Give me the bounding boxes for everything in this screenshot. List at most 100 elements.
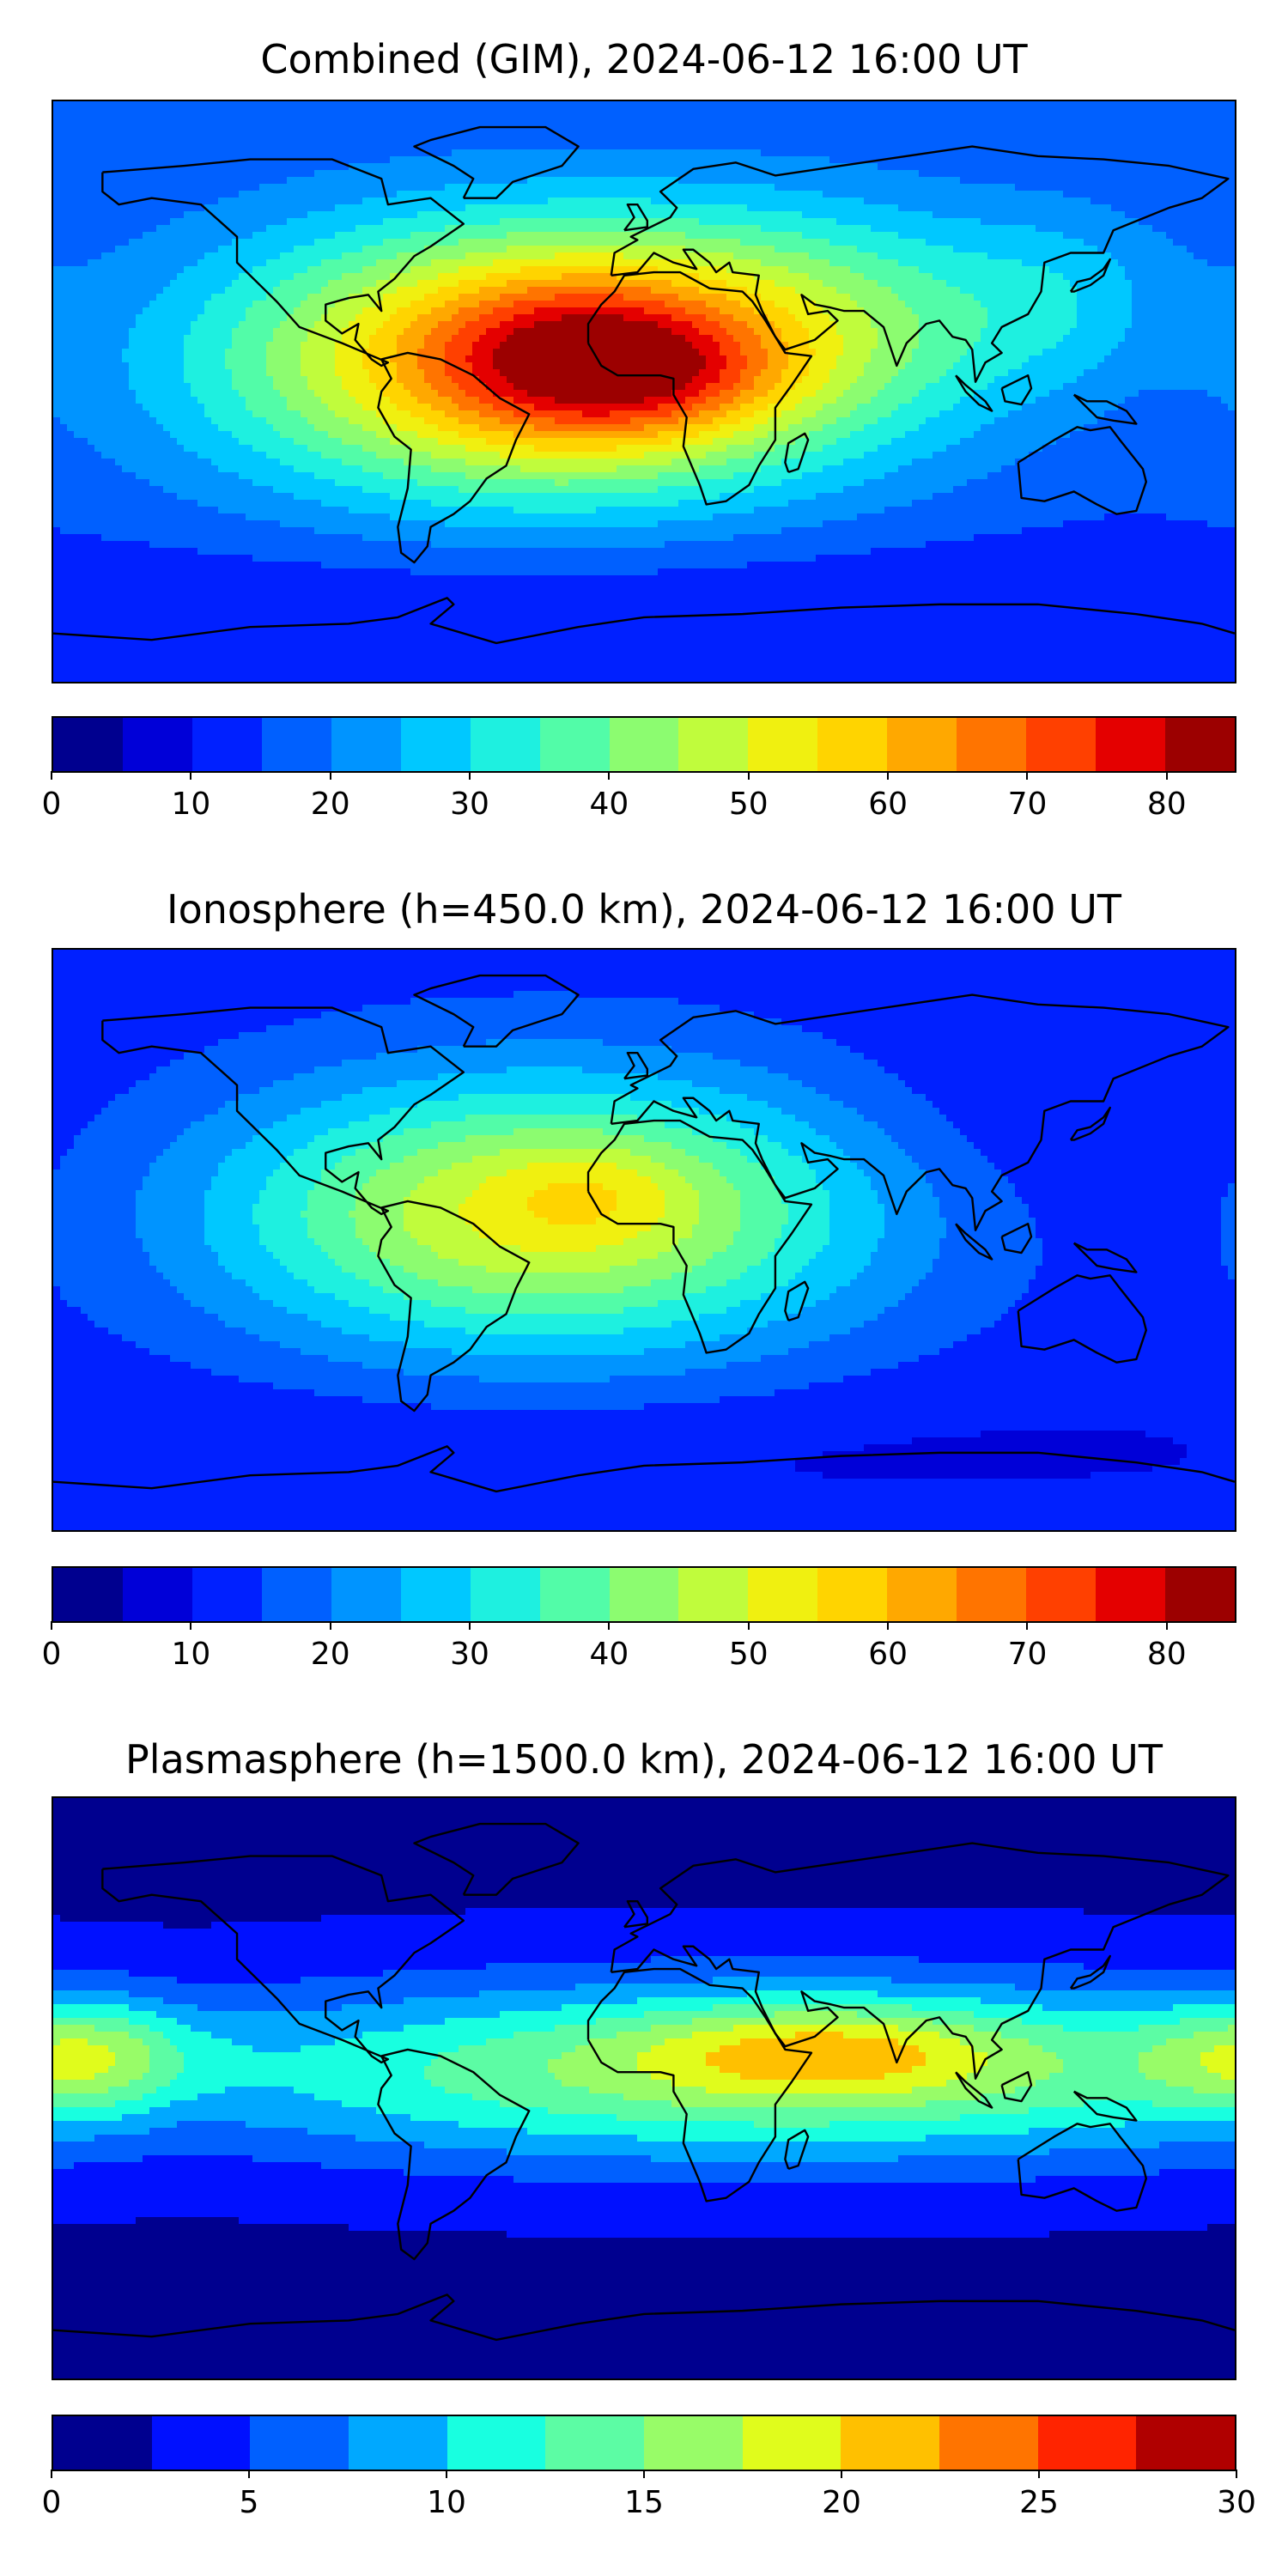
heatmap-cell: [912, 149, 920, 157]
heatmap-cell: [1221, 266, 1229, 274]
heatmap-cell: [733, 149, 741, 157]
heatmap-cell: [53, 252, 61, 260]
heatmap-cell: [129, 232, 137, 240]
heatmap-cell: [383, 191, 391, 198]
heatmap-cell: [335, 129, 343, 137]
heatmap-cell: [534, 259, 542, 267]
heatmap-cell: [706, 246, 714, 253]
heatmap-cell: [204, 177, 212, 185]
heatmap-cell: [342, 101, 349, 109]
heatmap-cell: [383, 143, 391, 150]
heatmap-cell: [328, 129, 336, 137]
heatmap-cell: [74, 184, 82, 191]
heatmap-cell: [1180, 252, 1188, 260]
heatmap-cell: [500, 136, 507, 143]
heatmap-cell: [974, 136, 981, 143]
heatmap-cell: [410, 266, 418, 274]
heatmap-cell: [197, 239, 205, 246]
heatmap-cell: [1145, 294, 1153, 301]
heatmap-cell: [184, 170, 191, 178]
heatmap-cell: [836, 287, 844, 295]
heatmap-cell: [857, 211, 865, 219]
heatmap-cell: [328, 225, 336, 233]
heatmap-cell: [878, 136, 885, 143]
heatmap-cell: [417, 115, 425, 123]
heatmap-cell: [823, 129, 830, 137]
heatmap-cell: [610, 122, 617, 130]
heatmap-cell: [60, 266, 68, 274]
heatmap-cell: [974, 273, 981, 281]
heatmap-cell: [149, 156, 157, 164]
heatmap-cell: [541, 191, 549, 198]
heatmap-cell: [225, 177, 233, 185]
heatmap-cell: [878, 211, 885, 219]
heatmap-cell: [431, 294, 439, 301]
heatmap-cell: [726, 115, 734, 123]
heatmap-cell: [884, 108, 892, 116]
heatmap-cell: [53, 232, 61, 240]
heatmap-cell: [88, 191, 95, 198]
heatmap-cell: [775, 273, 782, 281]
heatmap-cell: [218, 204, 226, 212]
heatmap-cell: [823, 239, 830, 246]
heatmap-cell: [1180, 287, 1188, 295]
heatmap-cell: [637, 177, 645, 185]
heatmap-cell: [513, 197, 521, 205]
heatmap-cell: [733, 115, 741, 123]
heatmap-cell: [1221, 149, 1229, 157]
heatmap-cell: [1187, 122, 1194, 130]
heatmap-cell: [1070, 143, 1078, 150]
heatmap-cell: [651, 246, 659, 253]
heatmap-cell: [397, 273, 404, 281]
heatmap-cell: [397, 191, 404, 198]
heatmap-cell: [1022, 225, 1030, 233]
heatmap-cell: [754, 211, 762, 219]
heatmap-cell: [706, 266, 714, 274]
heatmap-cell: [493, 177, 501, 185]
heatmap-cell: [307, 149, 315, 157]
heatmap-cell: [197, 170, 205, 178]
heatmap-cell: [232, 287, 240, 295]
heatmap-cell: [383, 204, 391, 212]
heatmap-cell: [953, 225, 961, 233]
heatmap-cell: [493, 204, 501, 212]
heatmap-cell: [170, 170, 178, 178]
heatmap-cell: [479, 246, 487, 253]
heatmap-cell: [252, 218, 260, 226]
heatmap-cell: [1036, 225, 1043, 233]
heatmap-cell: [555, 156, 562, 164]
heatmap-cell: [204, 266, 212, 274]
heatmap-cell: [1145, 184, 1153, 191]
heatmap-cell: [369, 170, 377, 178]
heatmap-cell: [685, 204, 693, 212]
heatmap-cell: [644, 122, 652, 130]
heatmap-cell: [445, 280, 453, 288]
heatmap-cell: [431, 259, 439, 267]
heatmap-cell: [101, 259, 109, 267]
heatmap-cell: [1173, 273, 1181, 281]
heatmap-cell: [541, 177, 549, 185]
heatmap-cell: [197, 163, 205, 171]
heatmap-cell: [349, 266, 356, 274]
heatmap-cell: [953, 177, 961, 185]
heatmap-cell: [1022, 191, 1030, 198]
heatmap-cell: [108, 239, 116, 246]
heatmap-cell: [149, 266, 157, 274]
heatmap-cell: [369, 143, 377, 150]
heatmap-cell: [775, 266, 782, 274]
heatmap-cell: [273, 122, 281, 130]
heatmap-cell: [273, 108, 281, 116]
heatmap-cell: [81, 143, 88, 150]
heatmap-cell: [1056, 273, 1064, 281]
heatmap-cell: [850, 266, 858, 274]
heatmap-cell: [994, 239, 1002, 246]
heatmap-cell: [115, 163, 123, 171]
heatmap-cell: [781, 266, 789, 274]
heatmap-cell: [857, 294, 865, 301]
heatmap-cell: [665, 204, 672, 212]
heatmap-cell: [1111, 184, 1119, 191]
heatmap-cell: [465, 191, 473, 198]
heatmap-cell: [211, 218, 219, 226]
heatmap-cell: [651, 287, 659, 295]
heatmap-cell: [1125, 280, 1133, 288]
